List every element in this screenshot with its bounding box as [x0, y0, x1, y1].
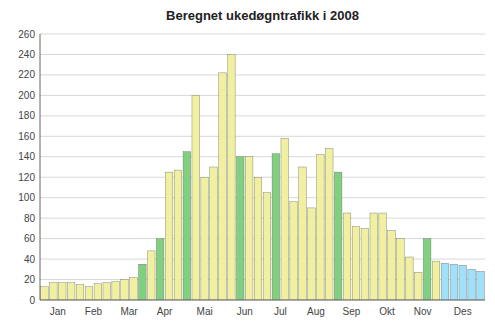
bar: [299, 167, 307, 300]
bar: [139, 264, 147, 300]
bar: [121, 280, 129, 300]
chart-title: Beregnet ukedøgntrafikk i 2008: [166, 8, 359, 23]
grid-line: [40, 74, 485, 75]
x-axis-line: [40, 300, 485, 301]
bar: [210, 167, 218, 300]
bar: [406, 257, 414, 300]
y-tick-label: 220: [18, 69, 35, 80]
x-tick-label: Nov: [414, 306, 432, 317]
bar: [308, 208, 316, 300]
x-tick-label: Jan: [50, 306, 66, 317]
chart-svg: Beregnet ukedøgntrafikk i 2008 0 20 40 60 80 1…: [0, 0, 495, 326]
bar: [441, 263, 449, 300]
x-tick-label: Sep: [343, 306, 361, 317]
bar: [450, 264, 458, 300]
grid-line: [40, 54, 485, 55]
bar: [379, 213, 387, 300]
grid-line: [40, 197, 485, 198]
grid-line: [40, 95, 485, 96]
bar: [147, 251, 155, 300]
y-tick-label: 0: [29, 295, 35, 306]
bar: [414, 272, 422, 300]
bar: [201, 177, 209, 300]
page: {"chart_data": {"type": "bar", "title": …: [0, 0, 495, 326]
bar: [361, 228, 369, 300]
y-tick-label: 100: [18, 192, 35, 203]
bar: [41, 287, 49, 300]
bar: [174, 170, 182, 300]
chart-container: Beregnet ukedøgntrafikk i 2008 0 20 40 60 80 1…: [0, 0, 495, 326]
x-axis: Jan Feb Mar Apr Mai Jun Jul Aug Sep Okt Nov Des: [50, 306, 472, 317]
bars: [41, 54, 485, 300]
y-axis-line: [40, 34, 41, 300]
bar: [94, 284, 102, 300]
x-tick-label: Mar: [120, 306, 138, 317]
bar: [352, 226, 360, 300]
y-axis: 0 20 40 60 80 100 120 140 160 180 200 220 240 260: [18, 29, 35, 306]
y-tick-label: 160: [18, 131, 35, 142]
bar: [432, 261, 440, 300]
grid-line: [40, 218, 485, 219]
bar: [254, 177, 262, 300]
bar: [219, 73, 227, 300]
bar: [343, 213, 351, 300]
grid-line: [40, 115, 485, 116]
grid-line: [40, 177, 485, 178]
bar: [165, 172, 173, 300]
bar: [397, 239, 405, 300]
y-tick-label: 120: [18, 172, 35, 183]
bar: [272, 154, 280, 300]
x-tick-label: Mai: [197, 306, 213, 317]
y-tick-label: 40: [24, 254, 36, 265]
x-tick-label: Okt: [379, 306, 395, 317]
bar: [228, 54, 236, 300]
x-tick-label: Feb: [85, 306, 103, 317]
grid: [40, 34, 485, 300]
bar: [85, 287, 93, 300]
bar: [192, 95, 200, 300]
bar: [468, 269, 476, 300]
bar: [50, 283, 58, 300]
bar: [334, 172, 342, 300]
bar: [58, 283, 66, 300]
bar: [263, 193, 271, 300]
x-tick-label: Des: [454, 306, 472, 317]
bar: [290, 202, 298, 300]
bar: [156, 239, 164, 300]
bar: [245, 157, 253, 300]
grid-line: [40, 300, 485, 301]
bar: [236, 157, 244, 300]
y-tick-label: 260: [18, 29, 35, 40]
grid-line: [40, 136, 485, 137]
x-tick-label: Apr: [157, 306, 173, 317]
grid-line: [40, 238, 485, 239]
y-tick-label: 140: [18, 151, 35, 162]
bar: [183, 152, 191, 300]
y-tick-label: 240: [18, 49, 35, 60]
x-tick-label: Jul: [274, 306, 287, 317]
bar: [76, 285, 84, 300]
bar: [459, 265, 467, 300]
grid-line: [40, 156, 485, 157]
bar: [130, 277, 138, 300]
bar: [103, 283, 111, 300]
bar: [370, 213, 378, 300]
bar: [281, 138, 289, 300]
bar: [388, 230, 396, 300]
bar: [112, 282, 120, 300]
x-tick-label: Jun: [237, 306, 253, 317]
bar: [317, 155, 325, 300]
y-tick-label: 60: [24, 233, 36, 244]
bar: [325, 149, 333, 300]
bar: [67, 283, 75, 300]
y-tick-label: 180: [18, 110, 35, 121]
x-tick-label: Aug: [307, 306, 325, 317]
y-tick-label: 200: [18, 90, 35, 101]
grid-line: [40, 259, 485, 260]
bar: [477, 271, 485, 300]
y-tick-label: 20: [24, 274, 36, 285]
y-tick-label: 80: [24, 213, 36, 224]
grid-line: [40, 34, 485, 35]
bar: [423, 239, 431, 300]
